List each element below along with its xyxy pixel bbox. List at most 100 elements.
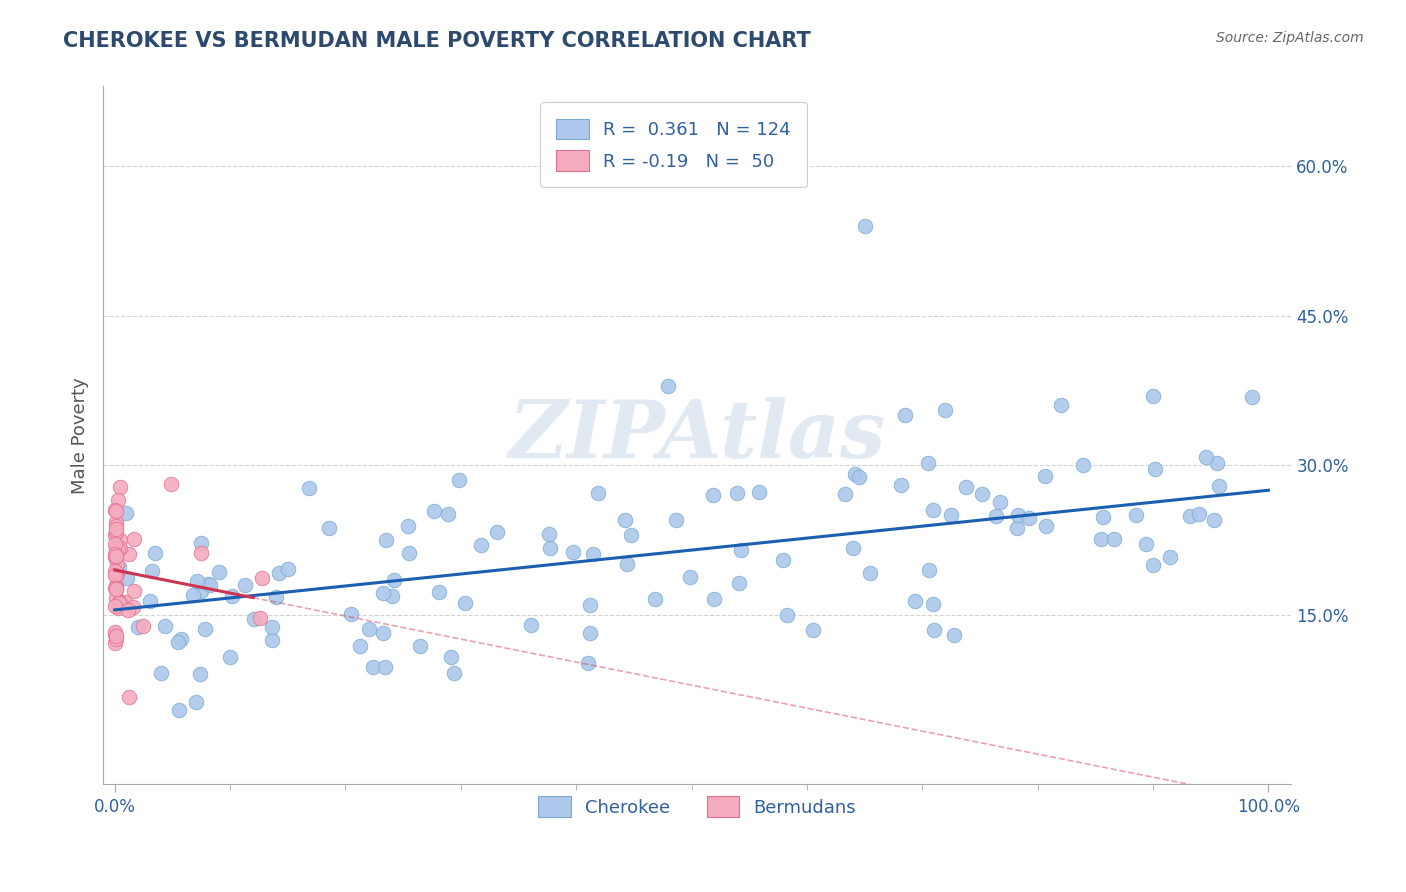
Point: [657, 378, 679, 392]
Point: [167, 635, 190, 649]
Point: [105, 632, 128, 646]
Point: [844, 467, 866, 481]
Point: [105, 515, 128, 529]
Point: [538, 541, 561, 556]
Point: [537, 527, 560, 541]
Point: [197, 576, 219, 591]
Point: [1240, 390, 1263, 404]
Point: [115, 506, 138, 520]
Point: [160, 477, 183, 491]
Point: [1092, 509, 1115, 524]
Point: [1135, 536, 1157, 550]
Point: [582, 547, 605, 561]
Point: [264, 591, 287, 605]
Point: [104, 568, 127, 582]
Point: [776, 608, 799, 623]
Point: [107, 594, 129, 608]
Point: [219, 650, 242, 665]
Point: [198, 577, 221, 591]
Point: [190, 536, 212, 550]
Point: [122, 532, 145, 546]
Point: [371, 585, 394, 599]
Point: [107, 493, 129, 508]
Point: [485, 524, 508, 539]
Point: [150, 665, 173, 680]
Point: [834, 487, 856, 501]
Point: [373, 626, 395, 640]
Point: [104, 528, 127, 542]
Point: [114, 595, 136, 609]
Point: [104, 627, 127, 641]
Point: [104, 581, 127, 595]
Point: [955, 480, 977, 494]
Point: [423, 503, 446, 517]
Point: [318, 521, 340, 535]
Point: [181, 588, 204, 602]
Point: [104, 503, 127, 517]
Point: [190, 546, 212, 560]
Point: [934, 403, 956, 417]
Point: [922, 623, 945, 637]
Point: [108, 533, 131, 548]
Point: [730, 543, 752, 558]
Point: [586, 486, 609, 500]
Point: [190, 583, 212, 598]
Point: [702, 488, 724, 502]
Point: [105, 504, 128, 518]
Point: [679, 569, 702, 583]
Point: [104, 564, 127, 578]
Point: [122, 583, 145, 598]
Point: [644, 591, 666, 606]
Point: [429, 584, 451, 599]
Point: [859, 566, 882, 580]
Point: [922, 597, 945, 611]
Point: [110, 596, 132, 610]
Point: [249, 611, 271, 625]
Point: [242, 612, 264, 626]
Point: [110, 480, 132, 494]
Point: [375, 533, 398, 548]
Point: [381, 589, 404, 603]
Point: [118, 547, 141, 561]
Point: [298, 481, 321, 495]
Point: [104, 582, 127, 596]
Point: [841, 541, 863, 555]
Point: [105, 569, 128, 583]
Point: [105, 549, 128, 564]
Point: [1208, 478, 1230, 492]
Text: Source: ZipAtlas.com: Source: ZipAtlas.com: [1216, 31, 1364, 45]
Point: [194, 622, 217, 636]
Point: [108, 559, 131, 574]
Point: [117, 603, 139, 617]
Point: [1144, 462, 1167, 476]
Point: [396, 518, 419, 533]
Point: [359, 622, 381, 636]
Point: [382, 573, 405, 587]
Point: [578, 626, 600, 640]
Point: [1125, 508, 1147, 522]
Point: [665, 513, 688, 527]
Point: [207, 566, 229, 580]
Point: [105, 591, 128, 605]
Point: [703, 592, 725, 607]
Point: [1204, 513, 1226, 527]
Point: [104, 629, 127, 643]
Point: [105, 525, 128, 540]
Point: [918, 563, 941, 577]
Point: [104, 625, 127, 640]
Point: [104, 582, 127, 597]
Point: [110, 541, 132, 555]
Point: [104, 541, 127, 556]
Point: [772, 553, 794, 567]
Point: [221, 590, 243, 604]
Point: [614, 513, 637, 527]
Point: [104, 548, 127, 562]
Point: [576, 656, 599, 670]
Point: [141, 564, 163, 578]
Point: [188, 667, 211, 681]
Point: [262, 632, 284, 647]
Point: [1005, 521, 1028, 535]
Point: [1159, 550, 1181, 565]
Point: [917, 456, 939, 470]
Point: [233, 578, 256, 592]
